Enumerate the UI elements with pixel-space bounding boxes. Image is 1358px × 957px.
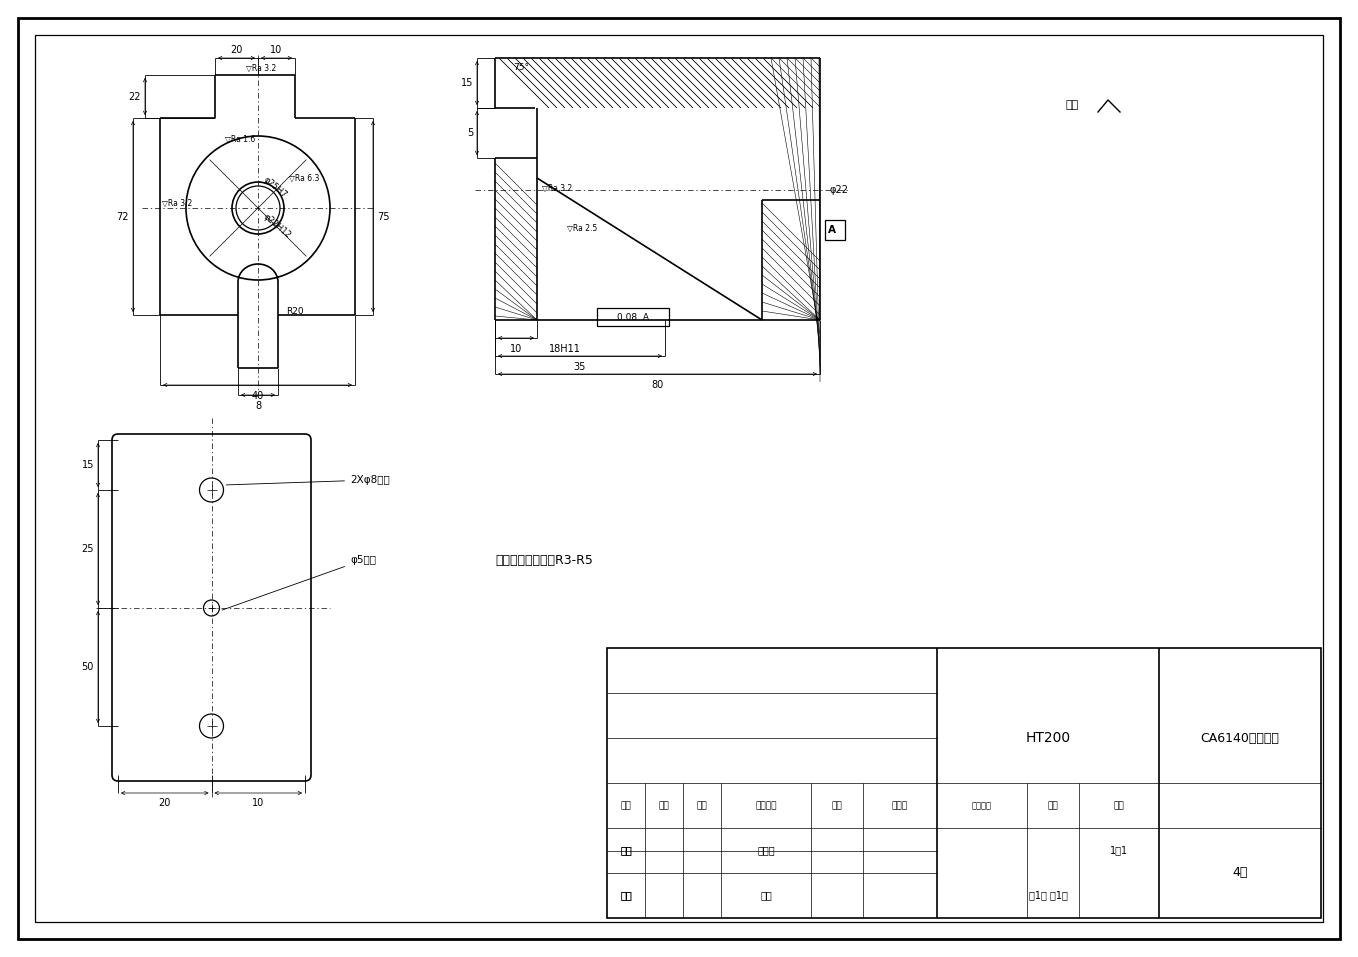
Text: 2Xφ8通孔: 2Xφ8通孔 — [227, 475, 390, 485]
Text: ▽Ra 1.6: ▽Ra 1.6 — [225, 135, 255, 144]
Bar — [598, 308, 669, 326]
Text: 5: 5 — [467, 128, 473, 138]
Text: R20: R20 — [287, 307, 304, 317]
Text: 标记: 标记 — [621, 801, 631, 810]
Text: 阶段标记: 阶段标记 — [972, 801, 991, 810]
Text: CA6140车床拨叉: CA6140车床拨叉 — [1200, 731, 1279, 745]
Text: 50: 50 — [81, 662, 94, 672]
Text: 比例: 比例 — [1114, 801, 1124, 810]
Text: 80: 80 — [652, 380, 664, 390]
Text: 10: 10 — [253, 798, 265, 808]
Text: 4号: 4号 — [1232, 866, 1248, 879]
Text: 20: 20 — [159, 798, 171, 808]
Bar — [826, 220, 845, 240]
Text: 25: 25 — [81, 544, 94, 554]
Bar — [607, 648, 1321, 918]
Text: ▽Ra 3.2: ▽Ra 3.2 — [246, 64, 276, 73]
Text: 15: 15 — [460, 78, 473, 88]
Text: 共1张 第1张: 共1张 第1张 — [1028, 891, 1067, 901]
Text: φ22: φ22 — [830, 185, 849, 195]
Text: 年月日: 年月日 — [892, 801, 909, 810]
Text: 未注明圆角半径为R3-R5: 未注明圆角半径为R3-R5 — [496, 553, 593, 567]
Text: 0.08  A: 0.08 A — [617, 313, 649, 322]
Text: 其余: 其余 — [1065, 100, 1078, 110]
Text: 75°: 75° — [513, 63, 530, 72]
Text: 更改文件: 更改文件 — [755, 801, 777, 810]
Text: 75: 75 — [378, 211, 390, 221]
Text: φ22H12: φ22H12 — [262, 212, 293, 240]
Text: 工艺: 工艺 — [621, 891, 631, 901]
Text: φ5锥孔: φ5锥孔 — [223, 555, 376, 610]
Text: ▽Ra 3.2: ▽Ra 3.2 — [542, 184, 572, 192]
Text: ▽Ra 2.5: ▽Ra 2.5 — [568, 224, 598, 233]
Text: 设计: 设计 — [621, 845, 631, 856]
Text: 40: 40 — [251, 391, 263, 401]
Text: 10: 10 — [509, 344, 521, 354]
Text: 8: 8 — [255, 401, 261, 411]
Text: 10: 10 — [270, 45, 282, 55]
Text: 18H11: 18H11 — [549, 344, 580, 354]
Text: 处数: 处数 — [659, 801, 669, 810]
Text: HT200: HT200 — [1025, 731, 1070, 745]
Text: 1：1: 1：1 — [1109, 845, 1128, 856]
Text: 签名: 签名 — [831, 801, 842, 810]
Text: ▽Ra 6.3: ▽Ra 6.3 — [289, 173, 319, 183]
Text: 15: 15 — [81, 460, 94, 470]
Text: 35: 35 — [574, 362, 587, 372]
Text: ▽Ra 3.2: ▽Ra 3.2 — [162, 198, 193, 208]
Text: 标准化: 标准化 — [758, 845, 775, 856]
Text: 分区: 分区 — [697, 801, 708, 810]
Text: φ25H7: φ25H7 — [262, 175, 289, 200]
Text: 审核: 审核 — [621, 845, 631, 856]
Text: 审核: 审核 — [621, 891, 631, 901]
Text: A: A — [828, 225, 837, 235]
Text: 重量: 重量 — [1047, 801, 1058, 810]
Text: 72: 72 — [117, 211, 129, 221]
Text: 批准: 批准 — [760, 891, 771, 901]
Text: 22: 22 — [129, 92, 141, 101]
Text: 20: 20 — [231, 45, 243, 55]
